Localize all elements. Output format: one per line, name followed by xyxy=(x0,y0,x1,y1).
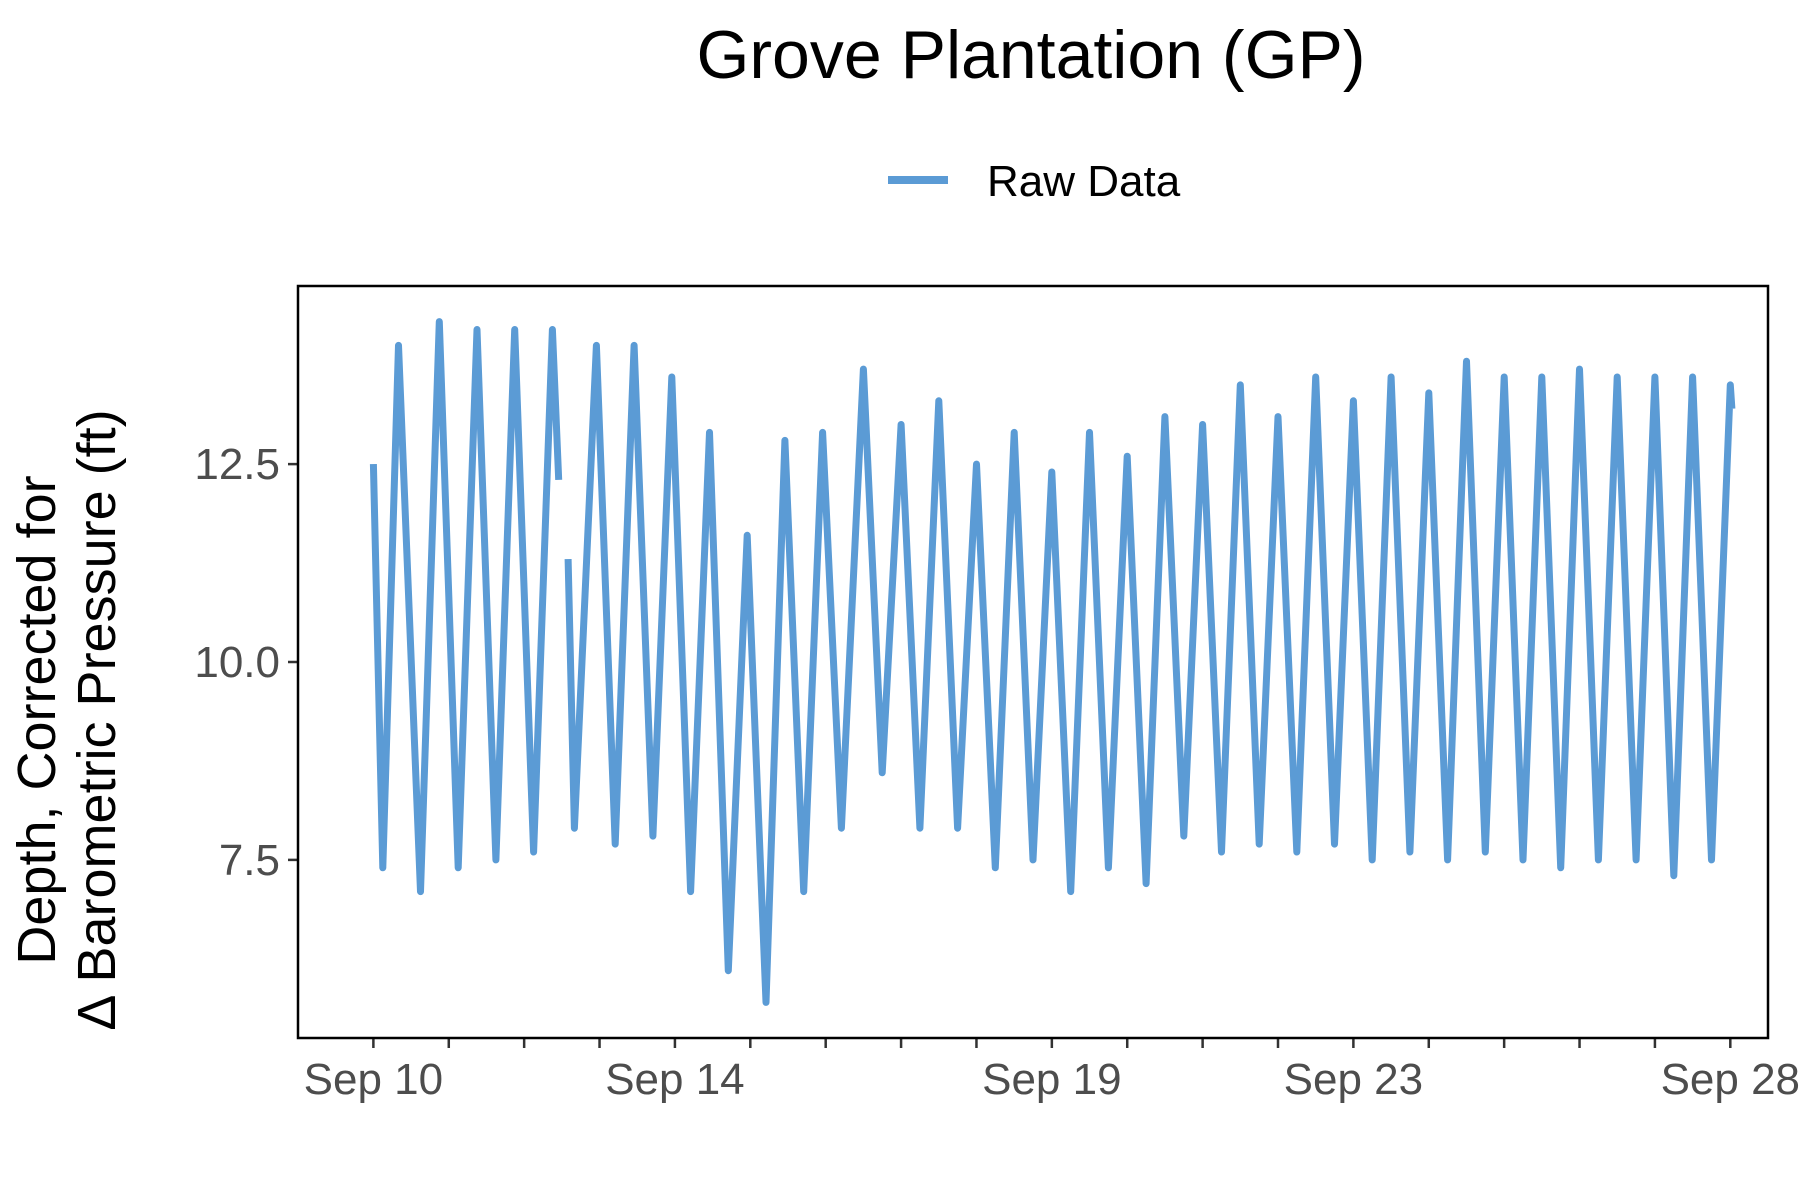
x-tick-label: Sep 28 xyxy=(1661,1055,1800,1104)
x-tick-label: Sep 14 xyxy=(605,1055,744,1104)
series-line-raw-data-segment-2 xyxy=(564,341,1736,1006)
x-tick-label: Sep 23 xyxy=(1284,1055,1423,1104)
x-tick-label: Sep 10 xyxy=(304,1055,443,1104)
y-tick-label: 10.0 xyxy=(194,638,280,687)
y-axis-title-line-2: Δ Barometric Pressure (ft) xyxy=(67,409,127,1030)
chart-title: Grove Plantation (GP) xyxy=(697,17,1366,93)
legend-label-raw-data: Raw Data xyxy=(987,157,1181,206)
legend: Raw Data xyxy=(888,157,1181,206)
y-tick-label: 12.5 xyxy=(194,440,280,489)
y-axis-title-line-1: Depth, Corrected for xyxy=(7,475,67,964)
axis-layer: 7.5 10.0 12.5 Sep 10 Sep 14 Sep 19 Sep 23 Sep 2… xyxy=(194,440,1800,1104)
x-tick-label: Sep 19 xyxy=(982,1055,1121,1104)
y-axis-title: Depth, Corrected for Δ Barometric Pressu… xyxy=(7,409,127,1030)
plot-panel-border xyxy=(296,284,1770,1040)
series-line-raw-data-segment-1 xyxy=(369,318,563,896)
plot-layer xyxy=(369,318,1736,1006)
y-tick-label: 7.5 xyxy=(219,836,280,885)
